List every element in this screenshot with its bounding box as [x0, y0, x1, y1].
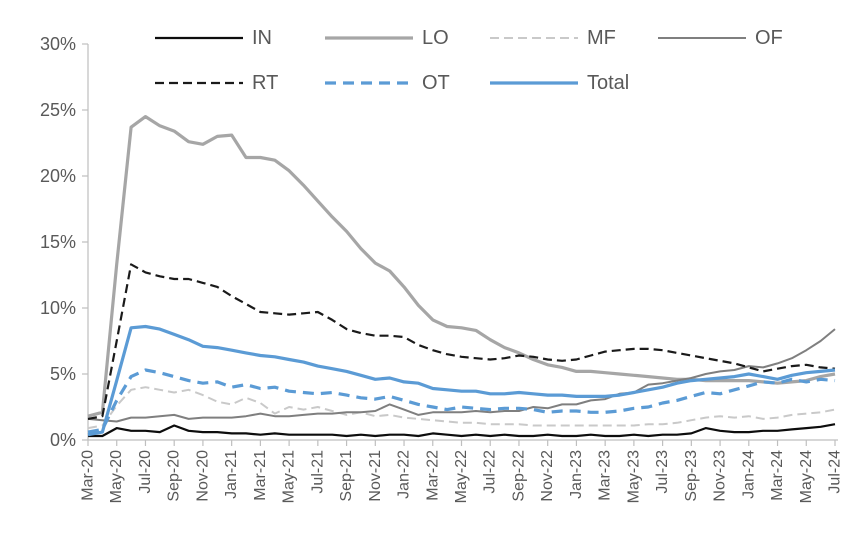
x-tick-label: Nov-22 [539, 450, 556, 502]
x-tick-label: Nov-20 [194, 450, 211, 502]
x-tick-label: May-23 [625, 450, 642, 503]
y-tick-label: 10% [40, 298, 76, 318]
series-lines [87, 114, 836, 438]
x-tick-label: Sep-22 [510, 450, 527, 502]
y-tick-label: 30% [40, 34, 76, 54]
y-tick-label: 15% [40, 232, 76, 252]
x-tick-label: Nov-23 [712, 450, 729, 502]
y-tick-label: 25% [40, 100, 76, 120]
series-line-IN [88, 423, 836, 438]
x-tick-label: Sep-21 [338, 450, 355, 502]
y-tick-label: 5% [50, 364, 76, 384]
legend-label-MF: MF [587, 27, 616, 49]
x-tick-label: Jan-21 [223, 450, 240, 499]
legend-label-IN: IN [252, 27, 272, 49]
x-tick-label: May-20 [108, 450, 125, 503]
x-tick-label: Jul-23 [654, 450, 671, 494]
x-tick-label: Sep-20 [166, 450, 183, 502]
x-tick-label: Jul-24 [827, 450, 844, 494]
series-line-Total [87, 324, 836, 437]
x-tick-label: May-21 [281, 450, 298, 503]
x-tick-label: May-24 [798, 450, 815, 503]
x-tick-label: Mar-24 [769, 450, 786, 501]
x-tick-label: Mar-22 [424, 450, 441, 501]
axes: 0% 5% 10% 15% 20% 25% 30% Mar-20 May-20 Jul-20 Sep… [40, 34, 844, 503]
x-tick-label: Mar-20 [80, 450, 97, 501]
series-line-OF [87, 328, 836, 423]
series-line-LO [87, 114, 836, 418]
x-tick-label: Nov-21 [367, 450, 384, 502]
x-tick-label: Jul-22 [482, 450, 499, 494]
legend: IN LO MF OF RT OT Total [155, 27, 783, 94]
x-tick-label: Jan-22 [396, 450, 413, 499]
series-line-MF [87, 386, 836, 430]
legend-label-RT: RT [252, 72, 278, 94]
legend-label-OT: OT [422, 72, 450, 94]
y-tick-label: 20% [40, 166, 76, 186]
x-tick-label: Jan-23 [568, 450, 585, 499]
x-tick-label: Sep-23 [683, 450, 700, 502]
x-tick-label: Mar-21 [252, 450, 269, 501]
legend-label-Total: Total [587, 72, 629, 94]
legend-label-OF: OF [755, 27, 783, 49]
legend-label-LO: LO [422, 27, 449, 49]
x-tick-label: Mar-23 [597, 450, 614, 501]
series-line-RT [87, 263, 836, 420]
y-tick-label: 0% [50, 430, 76, 450]
x-tick-label: Jul-21 [309, 450, 326, 494]
x-tick-label: Jul-20 [137, 450, 154, 494]
x-tick-label: Jan-24 [740, 450, 757, 499]
x-tick-label: May-22 [453, 450, 470, 503]
